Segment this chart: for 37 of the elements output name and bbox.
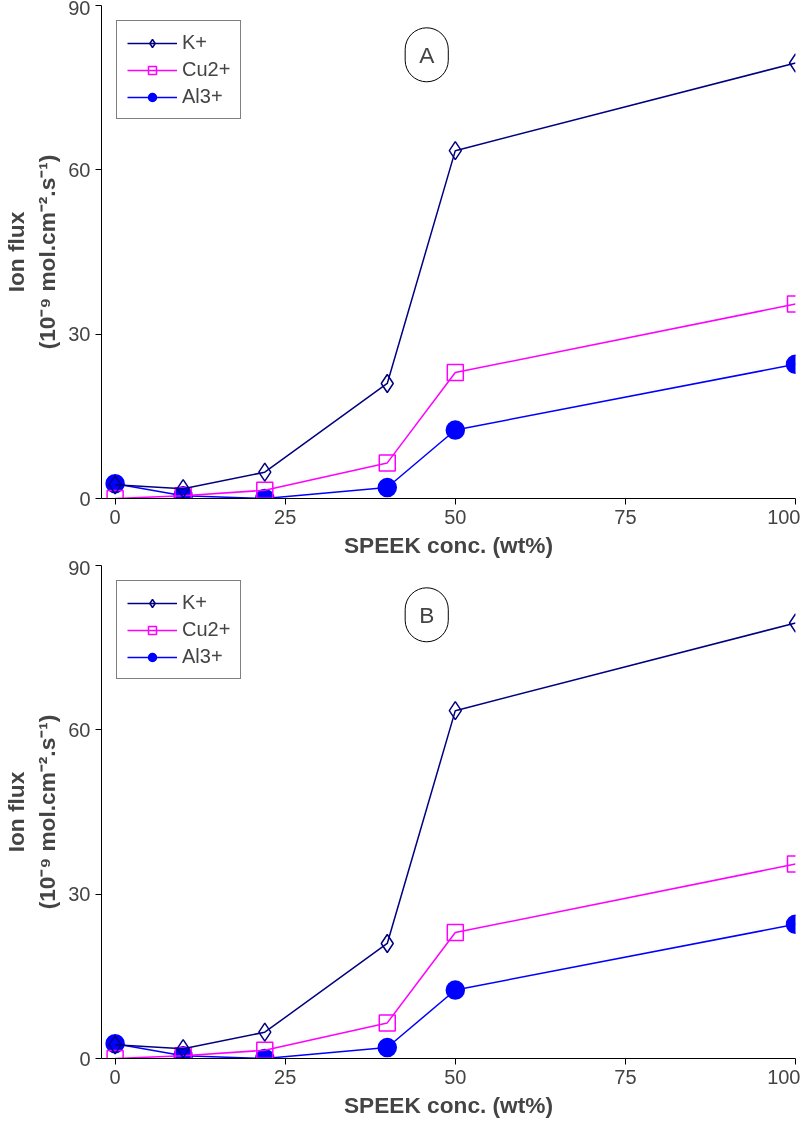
x-tick-label: 50 (444, 1065, 467, 1088)
y-tick-label: 90 (68, 0, 91, 19)
y-tick-label: 90 (68, 556, 91, 579)
y-tick-label: 60 (68, 718, 91, 741)
point (258, 1022, 272, 1042)
legend-label: Al3+ (182, 645, 223, 668)
y-tick-label: 30 (68, 883, 91, 906)
x-tick-label: 100 (767, 505, 801, 528)
y-axis-title: Ion flux (10⁻⁹ mol.cm⁻².s⁻¹) (3, 714, 61, 910)
x-tick-label: 50 (444, 505, 467, 528)
point (448, 700, 463, 721)
x-axis-title: SPEEK conc. (wt%) (344, 1091, 553, 1118)
x-tick-label: 75 (614, 505, 637, 528)
y-tick-label: 0 (79, 487, 91, 510)
legend-label: Cu2+ (182, 58, 231, 81)
y-tick-label: 60 (68, 158, 91, 181)
x-tick-label: 0 (109, 1065, 121, 1088)
x-tick-label: 75 (614, 1065, 637, 1088)
point (380, 933, 395, 954)
x-tick-label: 0 (109, 505, 121, 528)
legend-label: Al3+ (182, 85, 223, 108)
point (445, 980, 466, 1000)
x-tick-label: 25 (274, 1065, 297, 1088)
y-tick-label: 30 (68, 323, 91, 346)
y-axis-title: Ion flux (10⁻⁹ mol.cm⁻².s⁻¹) (3, 154, 61, 350)
legend-label: K+ (182, 591, 208, 614)
legend-label: K+ (182, 31, 208, 54)
annotation: B (419, 601, 435, 628)
x-axis-title: SPEEK conc. (wt%) (344, 531, 553, 558)
point (446, 923, 465, 942)
point (377, 1037, 398, 1058)
x-tick-label: 100 (767, 1065, 801, 1088)
legend-label: Cu2+ (182, 618, 231, 641)
point (378, 1014, 397, 1032)
annotation: A (419, 41, 436, 68)
x-tick-label: 25 (274, 505, 297, 528)
y-tick-label: 0 (79, 1047, 91, 1070)
